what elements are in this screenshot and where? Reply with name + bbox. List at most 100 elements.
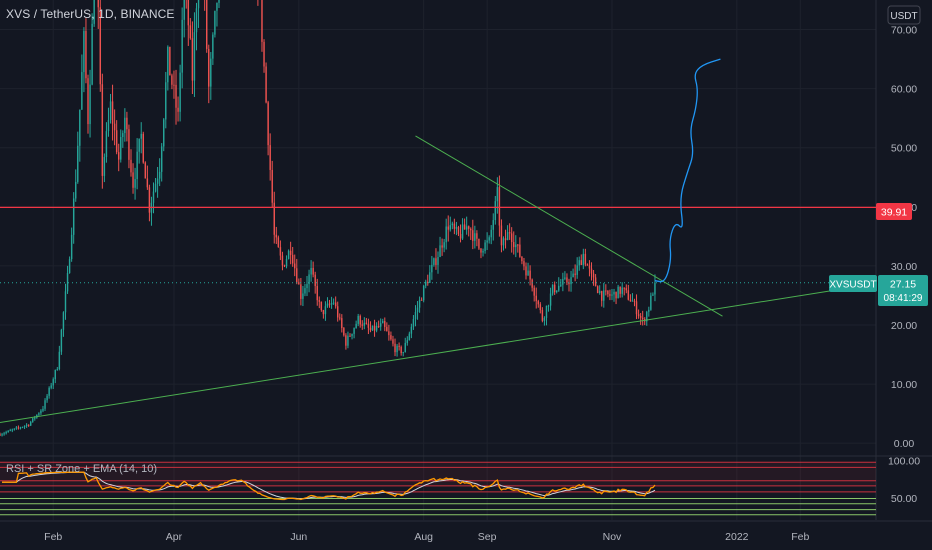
candle-body <box>165 82 167 120</box>
candle-body <box>218 0 220 3</box>
candle <box>406 336 409 346</box>
candle-body <box>32 418 34 422</box>
candle-body <box>138 138 140 152</box>
candle <box>130 149 132 177</box>
candle-body <box>77 145 79 182</box>
candle <box>302 285 304 307</box>
candle-body <box>208 48 210 87</box>
candle-body <box>5 432 7 434</box>
candle <box>443 238 445 253</box>
candle-body <box>300 284 302 299</box>
time-tick-label[interactable]: Sep <box>478 531 497 543</box>
candle-body <box>429 272 431 283</box>
symbol-title[interactable]: XVS / TetherUS, 1D, BINANCE <box>6 7 175 21</box>
candle <box>598 285 601 295</box>
candle <box>132 163 134 194</box>
currency-box[interactable] <box>887 5 921 25</box>
currency-label[interactable]: USDT <box>890 11 917 22</box>
candle-body <box>58 351 61 370</box>
rsi-panel[interactable]: 50.00 100.00 <box>0 456 920 516</box>
time-tick-label[interactable]: Nov <box>603 531 622 543</box>
candle <box>261 0 263 52</box>
candle-body <box>183 0 185 20</box>
candle <box>142 131 144 164</box>
candle-body <box>46 395 48 401</box>
candle <box>650 292 652 311</box>
candle <box>146 165 149 190</box>
candle <box>83 27 85 93</box>
rsi-line[interactable] <box>2 471 656 501</box>
candle <box>465 216 468 235</box>
indicator-title[interactable]: RSI + SR Zone + EMA (14, 10) <box>6 463 158 475</box>
candle-body <box>584 253 587 265</box>
candle <box>439 236 441 258</box>
candle-body <box>601 291 603 301</box>
candle <box>373 319 376 337</box>
candle <box>517 243 519 253</box>
candle <box>206 0 208 53</box>
candle-body <box>588 265 591 269</box>
candle-body <box>582 253 585 266</box>
candle-body <box>167 46 169 83</box>
candle-body <box>437 257 439 265</box>
candle <box>513 231 515 255</box>
candle <box>5 430 7 435</box>
candle <box>330 296 333 309</box>
trend-line-resistance-down[interactable] <box>415 135 723 317</box>
candle <box>79 109 81 162</box>
candle-body <box>1 434 3 436</box>
candle-body <box>533 287 535 296</box>
candle <box>408 331 411 341</box>
candle-body <box>506 232 509 241</box>
candle <box>629 294 632 302</box>
candle-body <box>453 223 456 229</box>
candle <box>390 331 392 341</box>
time-axis-labels: Feb Apr Jun Aug Sep Nov 2022 Feb <box>44 531 809 543</box>
candle <box>64 283 67 320</box>
candle-body <box>543 317 546 321</box>
projection-drawing[interactable] <box>654 58 721 283</box>
candle-body <box>142 133 144 163</box>
time-tick-label[interactable]: Aug <box>414 531 433 543</box>
candle-body <box>484 242 486 251</box>
time-tick-label[interactable]: Feb <box>44 531 62 543</box>
candle <box>422 284 425 303</box>
candle-body <box>193 32 196 81</box>
time-tick-label[interactable]: 2022 <box>725 531 749 543</box>
time-tick-label[interactable]: Feb <box>791 531 809 543</box>
candle <box>25 423 28 428</box>
candle-body <box>87 78 89 125</box>
candle-body <box>128 129 130 160</box>
candle <box>500 219 503 253</box>
candle <box>379 318 382 331</box>
candle-body <box>93 0 95 24</box>
candle-body <box>398 345 400 347</box>
candle-body <box>103 157 106 176</box>
candle-body <box>531 279 533 288</box>
candle-body <box>490 229 492 238</box>
time-tick-label[interactable]: Jun <box>290 531 307 543</box>
candlesticks <box>0 0 656 437</box>
candle <box>529 265 531 286</box>
candle-body <box>359 315 361 325</box>
candle-body <box>441 245 443 248</box>
candle-body <box>594 277 597 287</box>
candle-body <box>81 72 83 110</box>
candle <box>369 321 372 333</box>
candle-body <box>422 285 425 301</box>
candle-body <box>625 288 628 291</box>
candle <box>457 225 460 237</box>
candle <box>652 292 654 296</box>
candle-body <box>91 23 93 85</box>
candle-body <box>613 291 615 295</box>
candle <box>0 432 1 437</box>
time-tick-label[interactable]: Apr <box>166 531 183 543</box>
candle-body <box>525 266 527 276</box>
candle <box>431 255 433 280</box>
trend-line-support[interactable] <box>0 283 877 423</box>
drawings[interactable] <box>0 58 877 423</box>
candle <box>44 398 46 411</box>
candle <box>400 345 402 356</box>
price-tick-label: 20.00 <box>891 320 917 332</box>
